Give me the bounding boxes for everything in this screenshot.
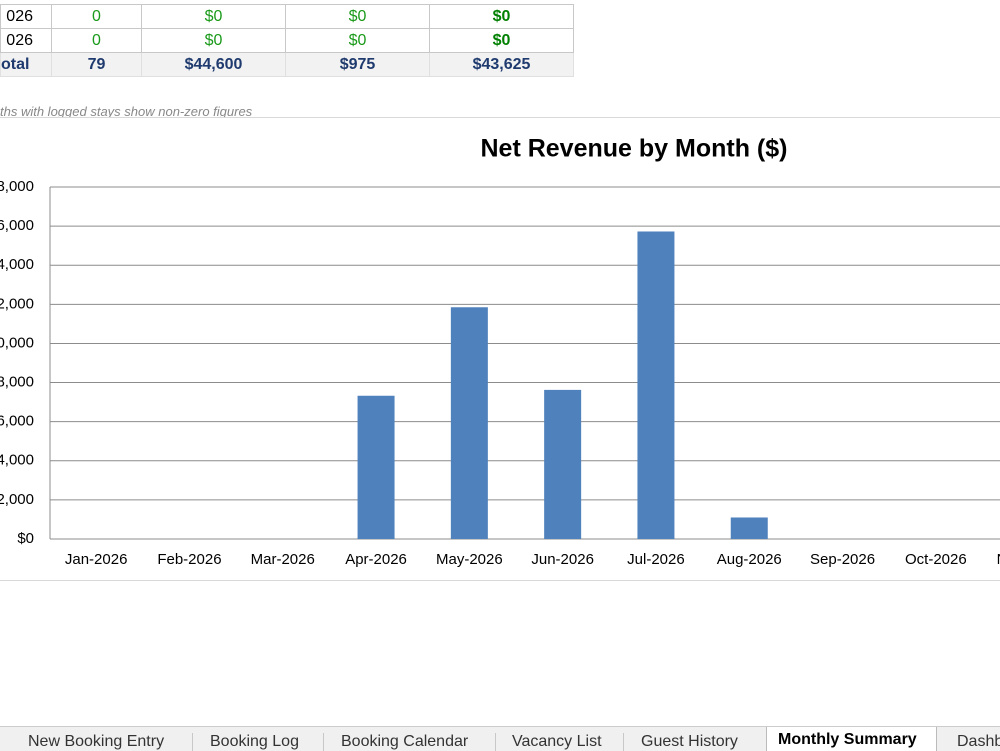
table-cell: 0 <box>51 4 142 29</box>
table-cell: $43,625 <box>429 52 574 77</box>
table-cell: $0 <box>285 4 430 29</box>
y-tick-label: $6,000 <box>0 413 34 430</box>
sheet-tab[interactable]: Dashboard <box>957 733 1000 750</box>
x-tick-label: Jan-2026 <box>65 551 128 568</box>
table-cell: $0 <box>141 28 286 53</box>
tab-separator <box>495 733 496 751</box>
y-tick-label: $14,000 <box>0 256 34 273</box>
table-cell: 026 <box>0 28 52 53</box>
table-cell: $0 <box>141 4 286 29</box>
table-row: 026 0 $0 $0 $0 <box>0 28 574 53</box>
tab-separator <box>323 733 324 751</box>
table-cell: $975 <box>285 52 430 77</box>
y-tick-label: $10,000 <box>0 334 34 351</box>
x-tick-label: Mar-2026 <box>251 551 315 568</box>
y-tick-label: $18,000 <box>0 178 34 195</box>
sheet-tab[interactable]: New Booking Entry <box>28 733 165 750</box>
sheet-tabs: New Booking Entry Booking Log Booking Cale… <box>0 726 1000 751</box>
x-tick-label: Jun-2026 <box>531 551 594 568</box>
y-tick-label: $2,000 <box>0 491 34 508</box>
y-tick-label: $8,000 <box>0 374 34 391</box>
note: ths with logged stays show non-zero figu… <box>0 104 253 117</box>
table-cell: $0 <box>285 28 430 53</box>
x-tick-label: Nov-2026 <box>997 551 1000 568</box>
x-tick-label: May-2026 <box>436 551 503 568</box>
y-tick-label: $12,000 <box>0 295 34 312</box>
y-tick-label: $4,000 <box>0 452 34 469</box>
table-cell: 79 <box>51 52 142 77</box>
chart-title: Net Revenue by Month ($) <box>481 135 788 163</box>
x-tick-label: Sep-2026 <box>810 551 875 568</box>
tab-separator <box>192 733 193 751</box>
bar <box>544 389 582 539</box>
y-tick-label: $16,000 <box>0 217 34 234</box>
table-cell: otal <box>0 52 52 77</box>
tab-separator <box>623 733 624 751</box>
bar <box>637 231 675 539</box>
table-row: otal 79 $44,600 $975 $43,625 <box>0 52 574 77</box>
sheet-tab[interactable]: Guest History <box>641 733 738 750</box>
chart: Net Revenue by Month ($) $0 $2,000 $4,000 $… <box>0 117 1000 581</box>
y-tick-label: $0 <box>17 530 34 547</box>
sheet-tab[interactable]: Vacancy List <box>512 733 602 750</box>
table-row: 026 0 $0 $0 $0 <box>0 4 574 29</box>
bar <box>450 307 488 539</box>
x-tick-label: Jul-2026 <box>627 551 685 568</box>
table-cell: $0 <box>429 28 574 53</box>
sheet-tab[interactable]: Booking Calendar <box>341 733 469 750</box>
sheet-tab[interactable]: Monthly Summary <box>778 731 917 748</box>
table-cell: 026 <box>0 4 52 29</box>
table-cell: $44,600 <box>141 52 286 77</box>
x-tick-label: Oct-2026 <box>905 551 967 568</box>
table-cell: $0 <box>429 4 574 29</box>
active-tab-bg <box>766 727 937 751</box>
bar <box>730 517 768 539</box>
x-tick-label: Feb-2026 <box>157 551 221 568</box>
summary-table: 026 0 $0 $0 $0 026 0 $0 $0 $0 otal 79 $44,600 $975 $43… <box>0 4 574 77</box>
x-tick-label: Apr-2026 <box>345 551 407 568</box>
sheet-tab[interactable]: Booking Log <box>210 733 299 750</box>
x-tick-label: Aug-2026 <box>717 551 782 568</box>
bar <box>357 395 395 539</box>
table-cell: 0 <box>51 28 142 53</box>
